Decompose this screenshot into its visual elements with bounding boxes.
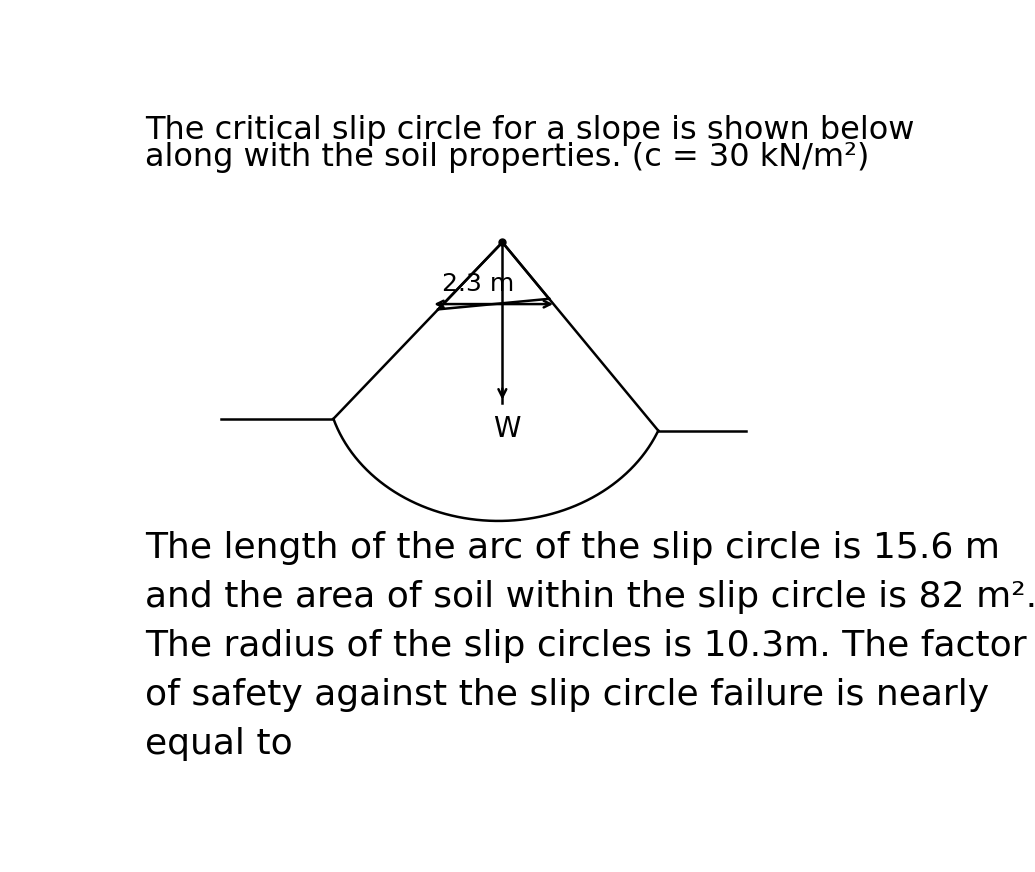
Text: W: W <box>493 415 521 443</box>
Text: The length of the arc of the slip circle is 15.6 m: The length of the arc of the slip circle… <box>145 531 1001 565</box>
Text: 2.3 m: 2.3 m <box>442 272 514 296</box>
Text: equal to: equal to <box>145 727 293 761</box>
Text: along with the soil properties. (c = 30 kN/m²): along with the soil properties. (c = 30 … <box>145 141 869 173</box>
Text: of safety against the slip circle failure is nearly: of safety against the slip circle failur… <box>145 678 989 712</box>
Text: and the area of soil within the slip circle is 82 m².: and the area of soil within the slip cir… <box>145 580 1035 614</box>
Text: The critical slip circle for a slope is shown below: The critical slip circle for a slope is … <box>145 115 915 146</box>
Text: The radius of the slip circles is 10.3m. The factor: The radius of the slip circles is 10.3m.… <box>145 629 1027 663</box>
